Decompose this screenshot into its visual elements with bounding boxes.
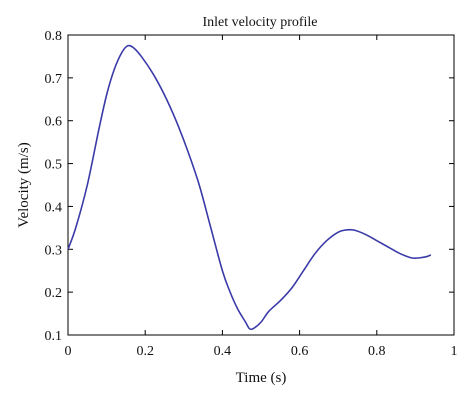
x-axis-label: Time (s): [236, 370, 287, 386]
y-tick-label: 0.3: [45, 243, 63, 258]
x-tick-label: 1: [451, 344, 458, 359]
x-tick-label: 0.4: [214, 344, 232, 359]
series-line: [67, 44, 432, 331]
axis-ticks: 0 0.2 0.4 0.6 0.8 1 0.1 0.2 0.3 0.4 0.5 0.6 0.7 0.8: [45, 29, 458, 359]
x-tick-label: 0: [65, 344, 72, 359]
y-tick-label: 0.8: [45, 29, 63, 44]
x-tick-label: 0.6: [291, 344, 309, 359]
y-tick-label: 0.1: [45, 329, 63, 344]
y-tick-label: 0.6: [45, 115, 63, 130]
x-tick-label: 0.2: [136, 344, 154, 359]
y-tick-label: 0.7: [45, 72, 63, 87]
y-tick-label: 0.5: [45, 158, 63, 173]
x-tick-label: 0.8: [368, 344, 386, 359]
y-tick-label: 0.4: [45, 200, 63, 215]
plot-frame: [67, 34, 455, 336]
y-axis-label: Velocity (m/s): [16, 142, 32, 227]
y-tick-label: 0.2: [45, 286, 63, 301]
chart-title: Inlet velocity profile: [202, 15, 317, 30]
